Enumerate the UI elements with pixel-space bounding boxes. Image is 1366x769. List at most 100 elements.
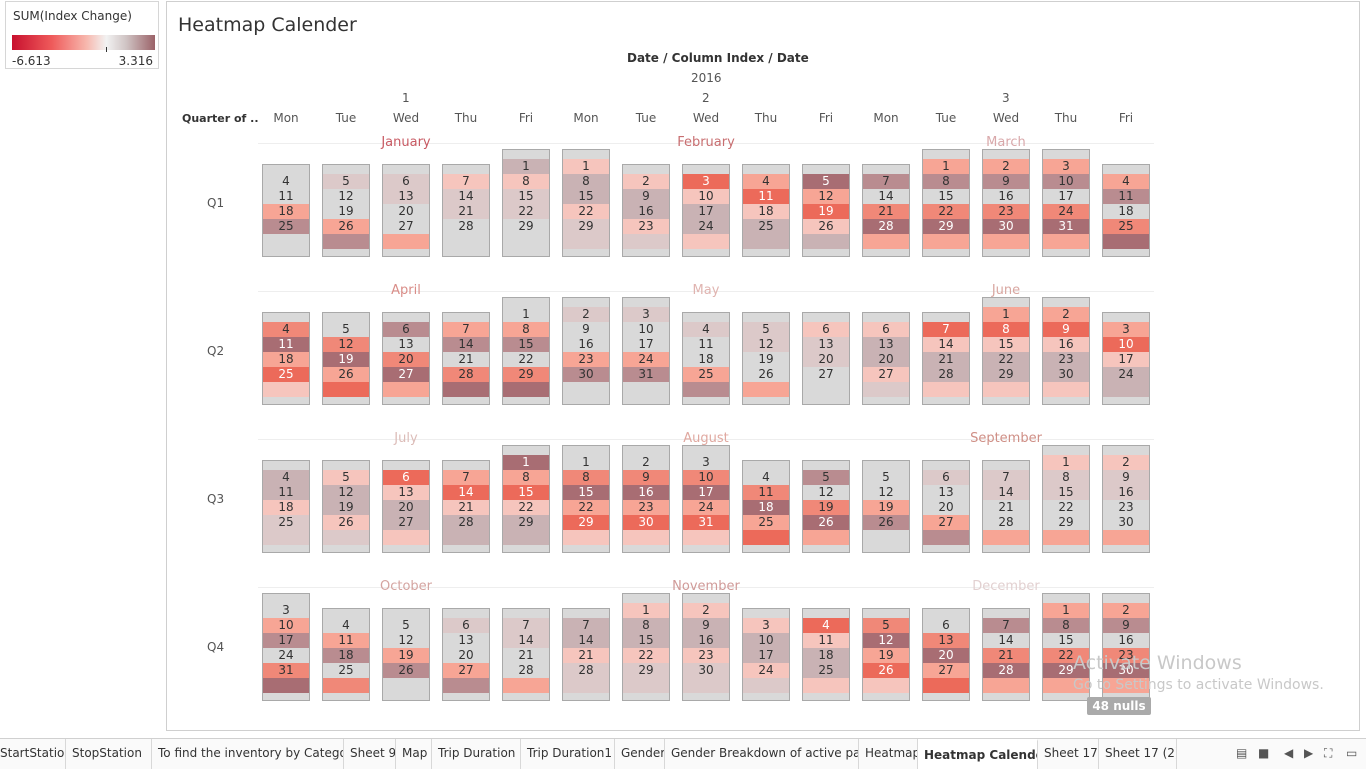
heatmap-cell-empty[interactable] (323, 234, 369, 249)
heatmap-day-cell[interactable]: 25 (263, 367, 309, 382)
heatmap-cell-empty[interactable] (743, 678, 789, 693)
heatmap-day-cell[interactable]: 14 (863, 189, 909, 204)
heatmap-day-cell[interactable]: 6 (383, 322, 429, 337)
heatmap-day-cell[interactable]: 28 (863, 219, 909, 234)
heatmap-day-cell[interactable]: 29 (923, 219, 969, 234)
heatmap-day-cell[interactable]: 25 (323, 663, 369, 678)
heatmap-day-cell[interactable]: 11 (263, 485, 309, 500)
heatmap-day-cell[interactable]: 8 (503, 174, 549, 189)
heatmap-day-cell[interactable]: 16 (1103, 485, 1149, 500)
heatmap-day-cell[interactable]: 10 (683, 189, 729, 204)
heatmap-day-cell[interactable]: 15 (503, 485, 549, 500)
heatmap-day-cell[interactable]: 21 (923, 352, 969, 367)
heatmap-day-cell[interactable]: 5 (323, 470, 369, 485)
heatmap-day-cell[interactable]: 25 (803, 663, 849, 678)
heatmap-cell-empty[interactable] (1103, 382, 1149, 397)
heatmap-day-cell[interactable]: 29 (563, 219, 609, 234)
heatmap-day-cell[interactable]: 5 (863, 470, 909, 485)
heatmap-day-cell[interactable]: 9 (1103, 618, 1149, 633)
heatmap-day-cell[interactable]: 24 (263, 648, 309, 663)
heatmap-day-cell[interactable]: 12 (803, 485, 849, 500)
heatmap-day-cell[interactable]: 7 (443, 470, 489, 485)
heatmap-day-cell[interactable]: 11 (743, 485, 789, 500)
heatmap-cell-empty[interactable] (443, 234, 489, 249)
heatmap-cell-empty[interactable] (923, 234, 969, 249)
heatmap-day-cell[interactable]: 1 (923, 159, 969, 174)
heatmap-cell-empty[interactable] (323, 678, 369, 693)
heatmap-day-cell[interactable]: 23 (983, 204, 1029, 219)
heatmap-day-cell[interactable]: 30 (1103, 515, 1149, 530)
heatmap-day-cell[interactable]: 29 (503, 515, 549, 530)
heatmap-day-cell[interactable]: 26 (803, 515, 849, 530)
heatmap-cell-empty[interactable] (683, 234, 729, 249)
heatmap-day-cell[interactable]: 19 (743, 352, 789, 367)
heatmap-day-cell[interactable]: 29 (623, 663, 669, 678)
heatmap-cell-empty[interactable] (1103, 234, 1149, 249)
heatmap-day-cell[interactable]: 7 (923, 322, 969, 337)
heatmap-day-cell[interactable]: 8 (563, 174, 609, 189)
heatmap-day-cell[interactable]: 13 (383, 337, 429, 352)
heatmap-day-cell[interactable]: 20 (923, 500, 969, 515)
heatmap-day-cell[interactable]: 4 (683, 322, 729, 337)
heatmap-day-cell[interactable]: 9 (623, 470, 669, 485)
heatmap-day-cell[interactable]: 18 (323, 648, 369, 663)
heatmap-day-cell[interactable]: 21 (443, 204, 489, 219)
heatmap-day-cell[interactable]: 22 (623, 648, 669, 663)
heatmap-day-cell[interactable]: 30 (683, 663, 729, 678)
heatmap-cell-empty[interactable] (983, 530, 1029, 545)
heatmap-day-cell[interactable]: 22 (983, 352, 1029, 367)
heatmap-day-cell[interactable]: 5 (383, 618, 429, 633)
heatmap-cell-empty[interactable] (323, 530, 369, 545)
heatmap-day-cell[interactable]: 11 (743, 189, 789, 204)
heatmap-cell-empty[interactable] (803, 382, 849, 397)
heatmap-day-cell[interactable]: 23 (1103, 500, 1149, 515)
heatmap-day-cell[interactable]: 23 (1103, 648, 1149, 663)
heatmap-day-cell[interactable]: 5 (323, 174, 369, 189)
heatmap-day-cell[interactable]: 15 (563, 189, 609, 204)
heatmap-day-cell[interactable]: 15 (563, 485, 609, 500)
heatmap-day-cell[interactable]: 1 (1043, 603, 1089, 618)
heatmap-day-cell[interactable]: 21 (443, 352, 489, 367)
heatmap-day-cell[interactable]: 15 (1043, 633, 1089, 648)
heatmap-day-cell[interactable]: 18 (743, 204, 789, 219)
heatmap-day-cell[interactable]: 15 (983, 337, 1029, 352)
heatmap-day-cell[interactable]: 20 (923, 648, 969, 663)
heatmap-cell-empty[interactable] (563, 678, 609, 693)
heatmap-day-cell[interactable]: 31 (263, 663, 309, 678)
heatmap-day-cell[interactable]: 25 (1103, 219, 1149, 234)
heatmap-day-cell[interactable]: 21 (503, 648, 549, 663)
heatmap-day-cell[interactable]: 10 (1103, 337, 1149, 352)
heatmap-day-cell[interactable]: 13 (383, 485, 429, 500)
heatmap-day-cell[interactable]: 3 (1043, 159, 1089, 174)
heatmap-day-cell[interactable]: 17 (683, 485, 729, 500)
heatmap-day-cell[interactable]: 21 (983, 648, 1029, 663)
heatmap-cell-empty[interactable] (503, 234, 549, 249)
heatmap-day-cell[interactable]: 9 (683, 618, 729, 633)
heatmap-day-cell[interactable]: 23 (623, 500, 669, 515)
next-tab-icon[interactable]: ▶ (1304, 746, 1314, 760)
heatmap-day-cell[interactable]: 24 (1103, 367, 1149, 382)
heatmap-day-cell[interactable]: 6 (863, 322, 909, 337)
heatmap-day-cell[interactable]: 1 (1043, 455, 1089, 470)
heatmap-day-cell[interactable]: 2 (563, 307, 609, 322)
heatmap-day-cell[interactable]: 2 (623, 174, 669, 189)
heatmap-day-cell[interactable]: 5 (803, 174, 849, 189)
heatmap-day-cell[interactable]: 26 (323, 515, 369, 530)
heatmap-day-cell[interactable]: 30 (1103, 663, 1149, 678)
heatmap-day-cell[interactable]: 19 (323, 500, 369, 515)
heatmap-day-cell[interactable]: 11 (683, 337, 729, 352)
heatmap-cell-empty[interactable] (623, 678, 669, 693)
heatmap-day-cell[interactable]: 18 (263, 500, 309, 515)
heatmap-day-cell[interactable]: 30 (983, 219, 1029, 234)
heatmap-day-cell[interactable]: 12 (323, 337, 369, 352)
sheet-tab-sheet-17-2[interactable]: Sheet 17 (2) (1099, 739, 1177, 769)
show-filmstrip-icon[interactable]: ▤ (1236, 746, 1248, 760)
heatmap-day-cell[interactable]: 9 (1103, 470, 1149, 485)
heatmap-day-cell[interactable]: 16 (983, 189, 1029, 204)
heatmap-day-cell[interactable]: 1 (503, 455, 549, 470)
heatmap-cell-empty[interactable] (683, 678, 729, 693)
heatmap-cell-empty[interactable] (263, 678, 309, 693)
sheet-tab-gender-breakdown-of-active-par[interactable]: Gender Breakdown of active par... (665, 739, 859, 769)
heatmap-day-cell[interactable]: 16 (683, 633, 729, 648)
heatmap-cell-empty[interactable] (503, 382, 549, 397)
